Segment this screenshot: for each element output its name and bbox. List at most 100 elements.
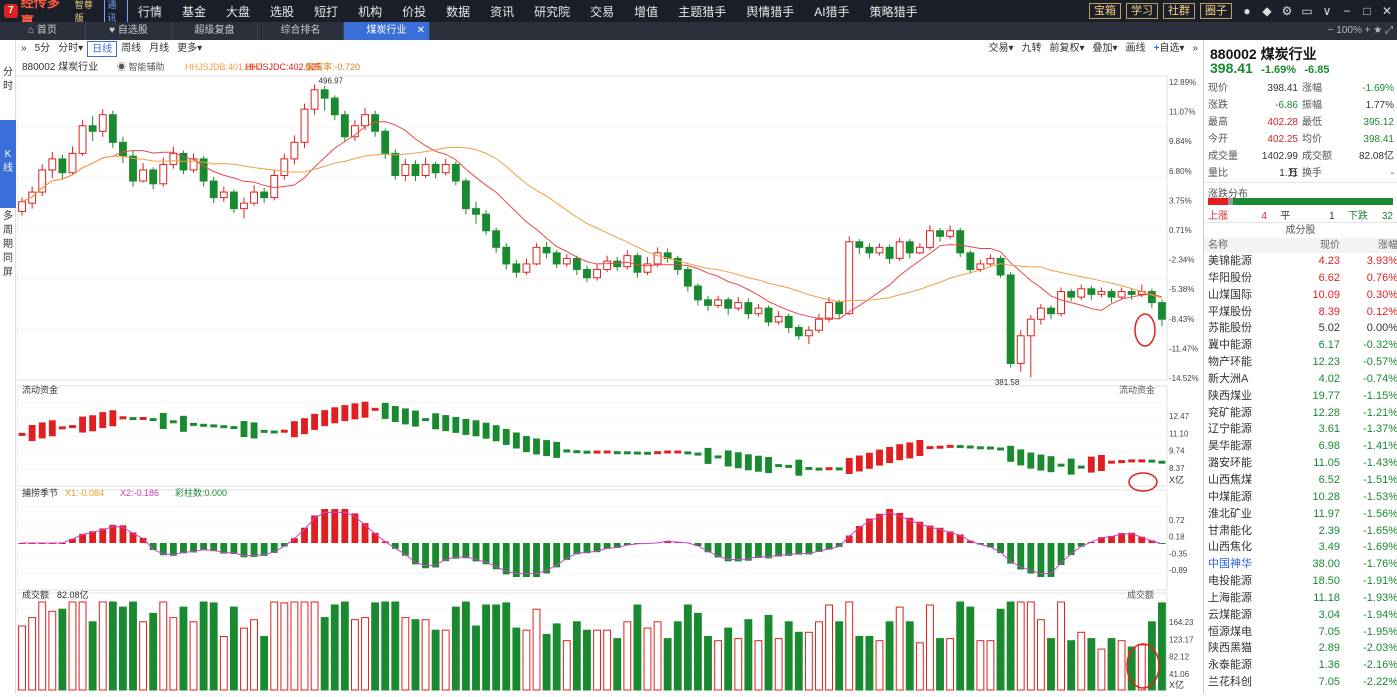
- menu-item[interactable]: 主题猎手: [668, 3, 736, 20]
- skin-icon[interactable]: ◆: [1257, 4, 1277, 18]
- learn-button[interactable]: 学习: [1126, 3, 1158, 19]
- menu-item[interactable]: 行情: [128, 3, 172, 20]
- period-daily[interactable]: 日线: [87, 41, 117, 57]
- menu-item[interactable]: 大盘: [216, 3, 260, 20]
- tab-close-icon[interactable]: ✕: [417, 22, 425, 40]
- header-change[interactable]: 涨幅: [1340, 238, 1397, 253]
- liudong-bar: [846, 458, 853, 474]
- user-icon[interactable]: ●: [1237, 4, 1257, 18]
- adjust-button[interactable]: 前复权▾: [1046, 41, 1089, 57]
- community-button[interactable]: 社群: [1163, 3, 1195, 19]
- settings-icon[interactable]: ⚙: [1277, 4, 1297, 18]
- header-price[interactable]: 现价: [1278, 238, 1340, 253]
- nine-turn-button[interactable]: 九转: [1018, 41, 1046, 57]
- menu-item[interactable]: 交易: [580, 3, 624, 20]
- treasure-button[interactable]: 宝箱: [1089, 3, 1121, 19]
- period-intraday[interactable]: 分时▾: [54, 41, 87, 57]
- liudong-bar: [896, 444, 903, 460]
- period-weekly[interactable]: 周线: [117, 41, 145, 57]
- minimize-icon[interactable]: −: [1337, 4, 1357, 18]
- nav-multi-period[interactable]: 多周期同屏: [0, 208, 16, 288]
- liudong-bar: [1017, 449, 1024, 465]
- menu-item[interactable]: AI猎手: [804, 3, 859, 20]
- period-monthly[interactable]: 月线: [145, 41, 173, 57]
- smart-assist[interactable]: ◉ 智能辅助: [117, 61, 165, 72]
- menu-item[interactable]: 机构: [348, 3, 392, 20]
- tab-home[interactable]: ⌂ 首页: [0, 22, 86, 40]
- tab-watchlist[interactable]: ♥ 自选股: [86, 22, 172, 40]
- menu-item[interactable]: 增值: [624, 3, 668, 20]
- stock-name: 陕西黑猫: [1208, 640, 1278, 657]
- zoom-control[interactable]: − 100% + ★ ⤢: [1328, 22, 1393, 40]
- candle-body: [1098, 292, 1105, 295]
- circle-button[interactable]: 圈子: [1200, 3, 1232, 19]
- liudong-bar: [412, 411, 419, 427]
- tab-coal-industry[interactable]: 煤炭行业✕: [344, 22, 430, 40]
- tab-review[interactable]: 超级复盘: [172, 22, 258, 40]
- window-icon[interactable]: ▭: [1297, 4, 1317, 18]
- volume-bar: [987, 641, 994, 690]
- menu-item[interactable]: 策略猎手: [860, 3, 928, 20]
- add-watch-button[interactable]: +自选▾: [1150, 41, 1189, 57]
- stock-change: -1.53%: [1340, 489, 1397, 506]
- stock-price: 3.49: [1278, 539, 1340, 556]
- menu-item[interactable]: 选股: [260, 3, 304, 20]
- liudong-bar: [392, 406, 399, 422]
- menu-item[interactable]: 短打: [304, 3, 348, 20]
- nav-kline[interactable]: K线: [0, 120, 16, 208]
- expand-icon[interactable]: »: [17, 41, 31, 57]
- candle-body: [69, 153, 76, 172]
- trade-button[interactable]: 交易▾: [984, 41, 1017, 57]
- maximize-icon[interactable]: □: [1357, 4, 1377, 18]
- menu-item[interactable]: 基金: [172, 3, 216, 20]
- liudong-bar: [1098, 455, 1105, 471]
- volume-bar: [150, 613, 157, 690]
- menu-item[interactable]: 价投: [392, 3, 436, 20]
- volume-bar: [785, 622, 792, 690]
- stock-price: 11.05: [1278, 455, 1340, 472]
- menu-item[interactable]: 舆情猎手: [736, 3, 804, 20]
- overlay-button[interactable]: 叠加▾: [1089, 41, 1122, 57]
- period-more[interactable]: 更多▾: [173, 41, 206, 57]
- nav-intraday[interactable]: 分时: [0, 40, 16, 120]
- close-icon[interactable]: ✕: [1377, 4, 1397, 18]
- draw-button[interactable]: 画线: [1122, 41, 1150, 57]
- dropdown-icon[interactable]: ∨: [1317, 4, 1337, 18]
- period-5min[interactable]: 5分: [31, 41, 55, 57]
- menu-item[interactable]: 资讯: [480, 3, 524, 20]
- tab-ranking[interactable]: 综合排名: [258, 22, 344, 40]
- liudong-bar: [271, 431, 278, 434]
- header-name[interactable]: 名称: [1208, 238, 1278, 253]
- menu-item[interactable]: 研究院: [524, 3, 580, 20]
- menu-item[interactable]: 数据: [436, 3, 480, 20]
- kline-chart[interactable]: 880002 煤炭行业 ◉ 智能辅助 HHJSJDB:401.297 HHJSJ…: [17, 58, 1202, 694]
- collapse-icon[interactable]: »: [1188, 41, 1202, 57]
- liudong-bar: [160, 413, 167, 429]
